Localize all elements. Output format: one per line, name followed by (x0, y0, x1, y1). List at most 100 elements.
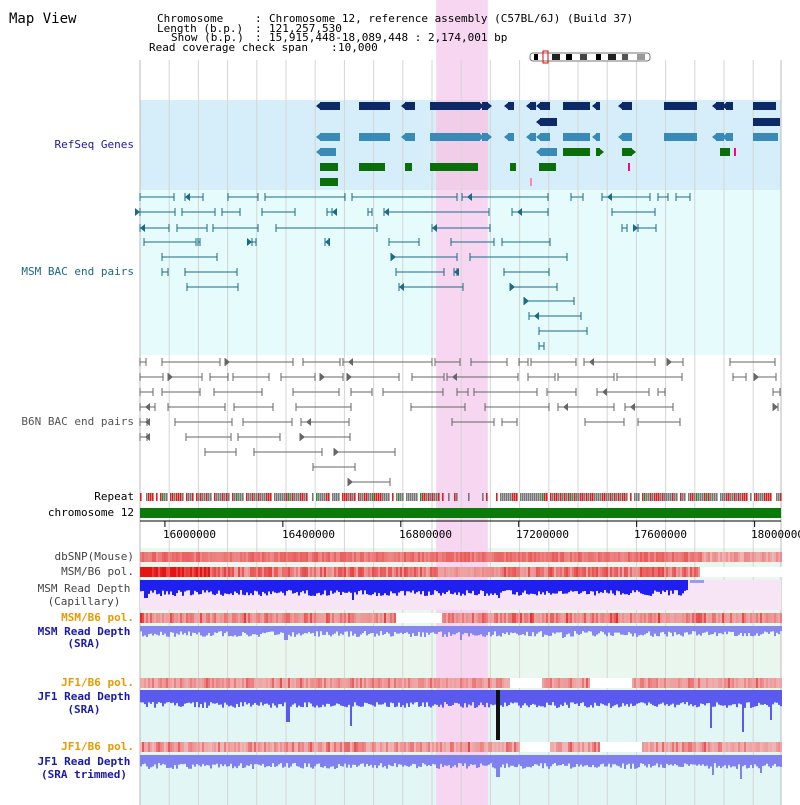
jf1-sra-depth (770, 690, 772, 720)
jf1-pol-cell (472, 678, 474, 688)
msm-pol2-cell (172, 613, 174, 623)
jf1-pol2-cell (530, 742, 532, 752)
dbsnp-cell (646, 552, 648, 562)
msm-pol2-cell (206, 613, 208, 623)
jf1-pol-cell (566, 678, 568, 688)
dbsnp-cell (674, 552, 676, 562)
msm-cap-depth (158, 580, 160, 594)
dbsnp-cell (396, 552, 398, 562)
msm-cap-depth (448, 580, 450, 591)
jf1-pol-cell (770, 678, 772, 688)
jf1-sra-depth (766, 690, 768, 706)
msm-pol2-cell (218, 613, 220, 623)
msm-sra-depth (632, 626, 634, 637)
repeat-element (168, 493, 170, 501)
repeat-element (142, 493, 144, 501)
dbsnp-cell (166, 552, 168, 562)
msm-sra-depth (530, 626, 532, 637)
repeat-element (556, 493, 558, 501)
msm-pol2-cell (284, 613, 286, 623)
msm-pol2-cell (440, 613, 442, 623)
jf1-trim-depth (194, 755, 196, 767)
msm-cap-depth (672, 580, 674, 594)
msm-cap-depth (610, 580, 612, 591)
msm-sra-depth (444, 626, 446, 635)
jf1-sra-depth (694, 690, 696, 706)
msm-pol-cell (374, 567, 376, 577)
msm-cap-depth (236, 580, 238, 593)
msm-sra-depth (312, 626, 314, 633)
msm-pol-cell (610, 567, 612, 577)
msm-cap-depth (512, 580, 514, 595)
dbsnp-cell (410, 552, 412, 562)
msm-cap-depth (584, 580, 586, 591)
length-value: 121,257,530 (269, 22, 342, 35)
msm-pol-cell (754, 567, 756, 577)
msm-pol2-cell (290, 613, 292, 623)
repeat-element (540, 493, 542, 501)
jf1-sra-depth (546, 690, 548, 703)
refseq-gene (430, 163, 478, 171)
repeat-element (514, 493, 516, 501)
msm-pol2-cell (432, 613, 434, 623)
jf1-pol-cell (764, 678, 766, 688)
msm-sra-depth (624, 626, 626, 636)
msm-pol2-cell (738, 613, 740, 623)
jf1-trim-depth (250, 755, 252, 765)
dbsnp-cell (274, 552, 276, 562)
repeat-element (554, 493, 556, 501)
ideogram-band (534, 54, 538, 60)
repeat-element (216, 493, 218, 501)
track-label-msm-bac[interactable]: MSM BAC end pairs (21, 265, 134, 278)
jf1-sra-depth (566, 690, 568, 705)
jf1-pol2-cell (370, 742, 372, 752)
track-label-b6n-bac[interactable]: B6N BAC end pairs (21, 415, 134, 428)
msm-cap-depth (286, 580, 288, 592)
msm-sra-depth (452, 626, 454, 635)
jf1-pol2-cell (444, 742, 446, 752)
jf1-pol2-cell (616, 742, 618, 752)
jf1-pol2-cell (460, 742, 462, 752)
repeat-element (606, 493, 608, 501)
msm-sra-depth (448, 626, 450, 633)
msm-pol-cell (682, 567, 684, 577)
jf1-pol-cell (734, 678, 736, 688)
jf1-pol2-cell (218, 742, 220, 752)
msm-pol2-cell (324, 613, 326, 623)
jf1-trim-depth (502, 755, 504, 765)
jf1-pol-cell (714, 678, 716, 688)
msm-sra-depth (502, 626, 504, 633)
msm-sra-depth (214, 626, 216, 633)
track-label-refseq[interactable]: RefSeq Genes (54, 138, 134, 151)
refseq-gene (720, 148, 730, 156)
msm-pol-cell (514, 567, 516, 577)
jf1-pol-cell (268, 678, 270, 688)
jf1-sra-depth (384, 690, 386, 703)
dbsnp-cell (202, 552, 204, 562)
repeat-element (262, 493, 264, 501)
bac-end-arrow (452, 373, 457, 381)
dbsnp-cell (630, 552, 632, 562)
msm-sra-depth (594, 626, 596, 637)
jf1-sra-depth (304, 690, 306, 703)
jf1-pol2-cell (364, 742, 366, 752)
jf1-sra-depth (240, 690, 242, 703)
msm-cap-depth (360, 580, 362, 591)
jf1-pol2-cell (368, 742, 370, 752)
msm-cap-depth (586, 580, 588, 595)
repeat-element (572, 493, 574, 501)
jf1-trim-depth (348, 755, 350, 765)
jf1-sra-depth (724, 690, 726, 706)
msm-pol2-cell (358, 613, 360, 623)
gene-strand-arrow (526, 102, 531, 110)
jf1-pol-cell (396, 678, 398, 688)
jf1-trim-depth (740, 755, 742, 779)
repeat-element (232, 493, 234, 501)
jf1-sra-depth (682, 690, 684, 703)
jf1-pol-cell (698, 678, 700, 688)
dbsnp-cell (568, 552, 570, 562)
jf1-trim-depth (350, 755, 352, 768)
msm-pol2-cell (580, 613, 582, 623)
jf1-trim-depth (248, 755, 250, 766)
msm-pol2-cell (566, 613, 568, 623)
